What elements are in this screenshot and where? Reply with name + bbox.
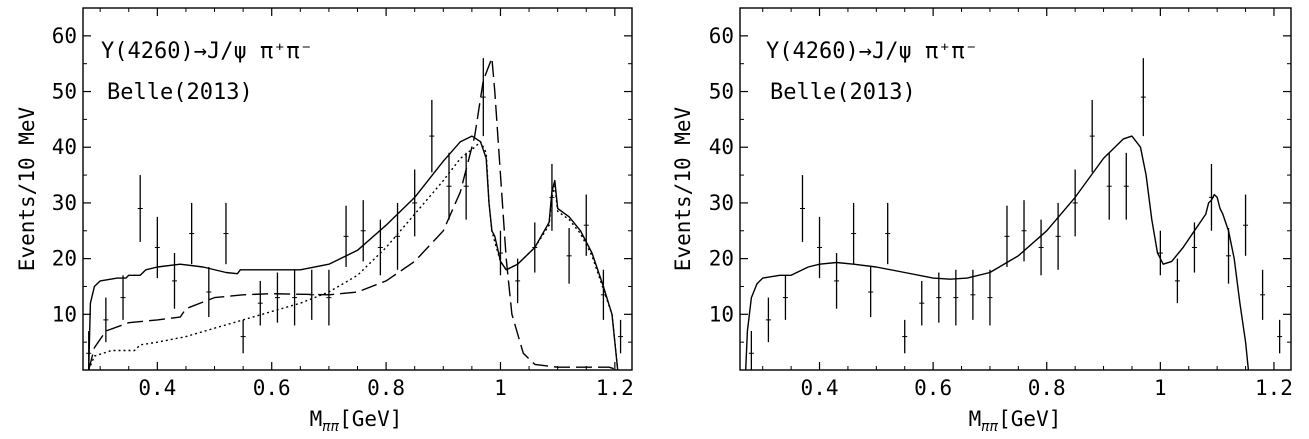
experiment-label: Belle(2013)	[107, 80, 253, 105]
y-tick-label: 20	[709, 247, 734, 271]
x-tick-label: 0.4	[138, 376, 176, 400]
reaction-label: Y(4260)→J/ψ π⁺π⁻	[766, 39, 978, 64]
plot-frame	[739, 7, 1292, 371]
y-tick-label: 20	[52, 247, 77, 271]
axis-ticks: 0.4 0.6 0.8 1 1.2 10 20 30 40 50 60	[52, 8, 634, 400]
model-curve-solid	[88, 135, 619, 370]
data-points	[748, 58, 1283, 370]
y-tick-label: 50	[709, 80, 734, 104]
x-tick-label: 1.2	[1255, 376, 1293, 400]
x-axis-label: Mππ[GeV]	[310, 407, 403, 435]
x-tick-label: 1.2	[596, 376, 634, 400]
y-tick-label: 10	[709, 302, 734, 326]
y-tick-label: 30	[52, 191, 77, 215]
model-curve-solid	[745, 135, 1250, 370]
x-tick-label: 0.6	[253, 376, 291, 400]
axis-ticks: 0.4 0.6 0.8 1 1.2 10 20 30 40 50 60	[709, 8, 1293, 400]
right-panel: 0.4 0.6 0.8 1 1.2 10 20 30 40 50 60 Y(4260)→J/ψ π⁺…	[671, 7, 1293, 435]
y-axis-label: Events/10 MeV	[15, 106, 39, 271]
left-panel: 0.4 0.6 0.8 1 1.2 10 20 30 40 50 60 Y(4260)→J/ψ π⁺…	[15, 7, 634, 435]
y-tick-label: 40	[52, 135, 77, 159]
experiment-label: Belle(2013)	[770, 80, 916, 105]
x-axis-label: Mππ[GeV]	[969, 407, 1062, 435]
y-tick-label: 40	[709, 135, 734, 159]
y-tick-label: 30	[709, 191, 734, 215]
y-tick-label: 10	[52, 302, 77, 326]
x-tick-label: 0.4	[801, 376, 839, 400]
y-tick-label: 60	[52, 24, 77, 48]
data-points	[86, 58, 624, 370]
x-tick-label: 1	[1154, 376, 1167, 400]
model-curve-dotted	[88, 141, 619, 370]
x-tick-label: 0.8	[367, 376, 405, 400]
y-tick-label: 50	[52, 80, 77, 104]
y-axis-label: Events/10 MeV	[671, 106, 695, 271]
x-tick-label: 0.6	[914, 376, 952, 400]
y-tick-label: 60	[709, 24, 734, 48]
x-tick-label: 0.8	[1028, 376, 1066, 400]
model-curves	[745, 135, 1250, 370]
x-tick-label: 1	[494, 376, 507, 400]
reaction-label: Y(4260)→J/ψ π⁺π⁻	[101, 39, 313, 64]
model-curve-dashed	[88, 57, 618, 370]
model-curves	[88, 57, 619, 370]
